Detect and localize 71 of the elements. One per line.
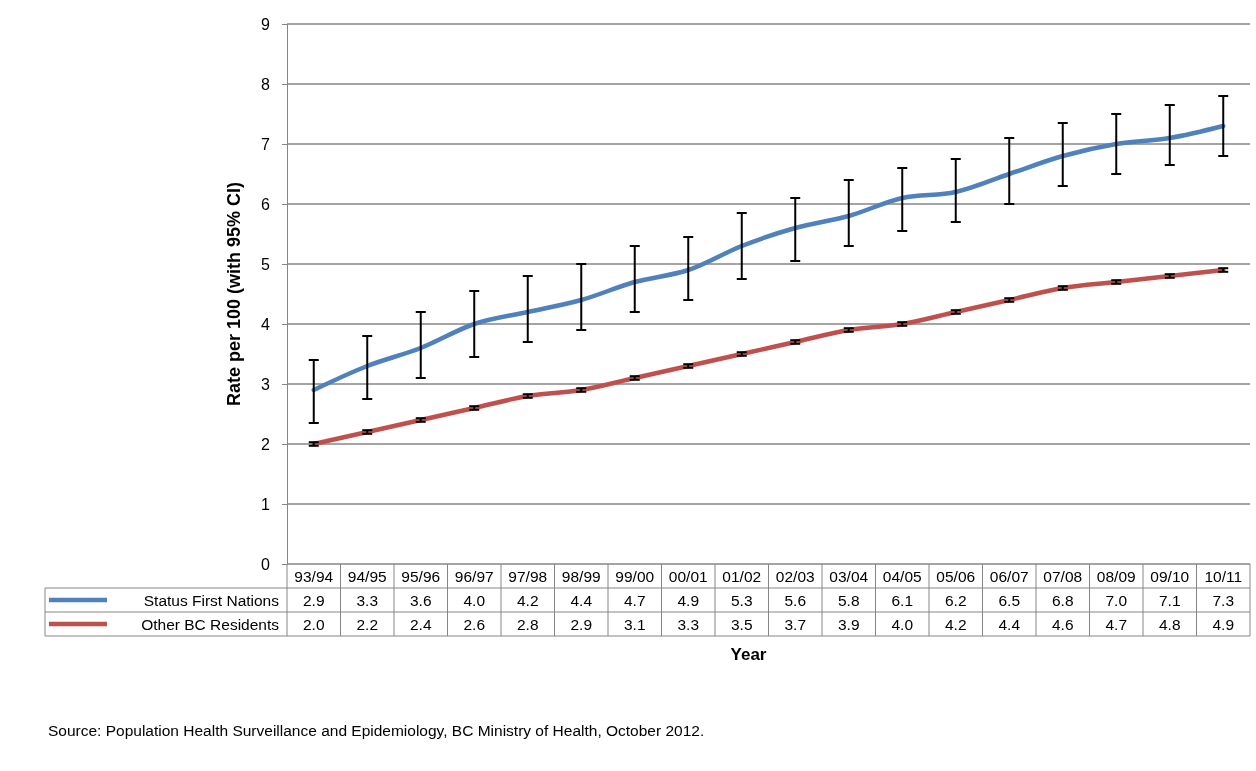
data-label: 4.2 bbox=[944, 616, 967, 633]
data-label: 4.7 bbox=[623, 592, 646, 609]
y-tick-label: 0 bbox=[261, 555, 271, 573]
data-label: 6.1 bbox=[891, 592, 914, 609]
x-tick-label: 97/98 bbox=[508, 568, 548, 585]
data-label: 2.9 bbox=[570, 616, 593, 633]
x-tick-label: 00/01 bbox=[668, 568, 708, 585]
line-series bbox=[311, 267, 1226, 447]
data-label: 4.4 bbox=[570, 592, 593, 609]
data-label: 2.2 bbox=[356, 616, 379, 633]
data-label: 3.9 bbox=[837, 616, 860, 633]
data-label: 4.9 bbox=[1212, 616, 1235, 633]
data-label: 7.0 bbox=[1105, 592, 1128, 609]
x-tick-label: 02/03 bbox=[775, 568, 815, 585]
data-label: 5.8 bbox=[837, 592, 860, 609]
legend-label: Status First Nations bbox=[143, 592, 280, 609]
x-tick-label: 96/97 bbox=[454, 568, 494, 585]
x-tick-label: 10/11 bbox=[1204, 568, 1243, 585]
data-label: 3.6 bbox=[409, 592, 432, 609]
y-tick-label: 6 bbox=[261, 195, 271, 213]
data-label: 4.4 bbox=[998, 616, 1021, 633]
x-tick-label: 01/02 bbox=[722, 568, 762, 585]
y-tick-label: 3 bbox=[261, 375, 271, 393]
data-label: 4.2 bbox=[516, 592, 539, 609]
data-label: 2.0 bbox=[302, 616, 325, 633]
x-tick-label: 09/10 bbox=[1150, 568, 1190, 585]
x-tick-label: 03/04 bbox=[829, 568, 869, 585]
x-tick-label: 07/08 bbox=[1043, 568, 1083, 585]
data-label: 2.9 bbox=[302, 592, 325, 609]
data-label: 3.1 bbox=[623, 616, 646, 633]
data-label: 4.9 bbox=[677, 592, 700, 609]
x-tick-label: 93/94 bbox=[294, 568, 334, 585]
line-series bbox=[311, 123, 1226, 393]
legend-label: Other BC Residents bbox=[141, 616, 280, 633]
data-label: 2.6 bbox=[463, 616, 486, 633]
data-label: 4.8 bbox=[1158, 616, 1181, 633]
y-tick-label: 9 bbox=[261, 15, 271, 33]
x-tick-label: 99/00 bbox=[615, 568, 655, 585]
data-label: 6.5 bbox=[998, 592, 1021, 609]
x-tick-label: 06/07 bbox=[989, 568, 1029, 585]
data-label: 2.8 bbox=[516, 616, 539, 633]
data-label: 3.3 bbox=[356, 592, 379, 609]
source-note: Source: Population Health Surveillance and Epidemiology, BC Ministry of Health, October 2012. bbox=[48, 722, 705, 739]
x-tick-label: 08/09 bbox=[1096, 568, 1136, 585]
x-tick-label: 95/96 bbox=[401, 568, 441, 585]
data-label: 3.5 bbox=[730, 616, 753, 633]
data-label: 7.3 bbox=[1212, 592, 1235, 609]
data-label: 3.7 bbox=[784, 616, 807, 633]
y-tick-label: 7 bbox=[261, 135, 271, 153]
data-label: 4.0 bbox=[891, 616, 914, 633]
data-label: 5.6 bbox=[784, 592, 807, 609]
data-label: 4.0 bbox=[463, 592, 486, 609]
data-label: 5.3 bbox=[730, 592, 753, 609]
data-label: 4.7 bbox=[1105, 616, 1128, 633]
data-label: 3.3 bbox=[677, 616, 700, 633]
x-tick-label: 98/99 bbox=[561, 568, 601, 585]
y-axis-title: Rate per 100 (with 95% CI) bbox=[224, 181, 244, 407]
x-tick-label: 05/06 bbox=[936, 568, 976, 585]
y-tick-label: 4 bbox=[261, 315, 271, 333]
y-tick-label: 1 bbox=[261, 495, 271, 513]
data-label: 7.1 bbox=[1158, 592, 1181, 609]
y-tick-label: 8 bbox=[261, 75, 271, 93]
data-label: 4.6 bbox=[1051, 616, 1074, 633]
x-tick-label: 04/05 bbox=[882, 568, 922, 585]
x-tick-label: 94/95 bbox=[347, 568, 387, 585]
y-tick-label: 5 bbox=[261, 255, 271, 273]
data-label: 6.2 bbox=[944, 592, 967, 609]
data-label: 2.4 bbox=[409, 616, 432, 633]
data-label: 6.8 bbox=[1051, 592, 1074, 609]
x-axis-title: Year bbox=[730, 645, 767, 664]
y-tick-label: 2 bbox=[261, 435, 271, 453]
